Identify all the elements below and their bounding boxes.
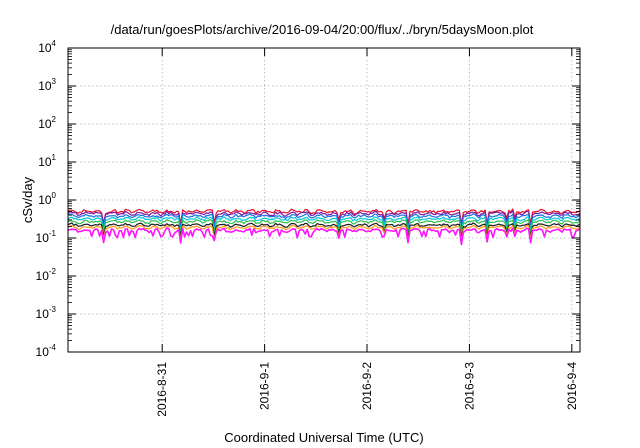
y-tick-labels: 104 103 102 101 100 10-1 10-2 10-3 10-4 [36, 39, 57, 359]
y-tick-label: 10-4 [36, 343, 57, 359]
series-line [67, 227, 581, 246]
x-tick-label: 2016-9-1 [258, 362, 272, 410]
x-tick-label: 2016-9-3 [462, 362, 476, 410]
y-tick-label: 103 [38, 77, 56, 93]
series-line [67, 208, 581, 226]
chart-title: /data/run/goesPlots/archive/2016-09-04/2… [111, 22, 534, 37]
series-group [67, 208, 581, 246]
grid [68, 48, 580, 352]
x-tick-label: 2016-8-31 [155, 362, 169, 417]
y-tick-label: 102 [38, 115, 56, 131]
y-tick-label: 101 [38, 153, 56, 169]
x-tick-label: 2016-9-2 [360, 362, 374, 410]
y-axis-label: cSv/day [20, 176, 35, 223]
series-line [67, 222, 581, 240]
y-tick-label: 10-2 [36, 267, 57, 283]
series-line [67, 213, 581, 231]
series-line [67, 224, 581, 242]
x-tick-label: 2016-9-4 [565, 362, 579, 410]
series-line [67, 210, 581, 229]
y-tick-label: 100 [38, 191, 56, 207]
axis-ticks [68, 47, 580, 353]
y-tick-label: 104 [38, 39, 56, 55]
x-axis-label: Coordinated Universal Time (UTC) [224, 430, 423, 445]
series-line [67, 219, 581, 237]
series-line [67, 216, 581, 234]
x-tick-labels: 2016-8-31 2016-9-1 2016-9-2 2016-9-3 2016-9-… [155, 362, 579, 417]
y-tick-label: 10-3 [36, 305, 57, 321]
y-tick-label: 10-1 [36, 229, 57, 245]
